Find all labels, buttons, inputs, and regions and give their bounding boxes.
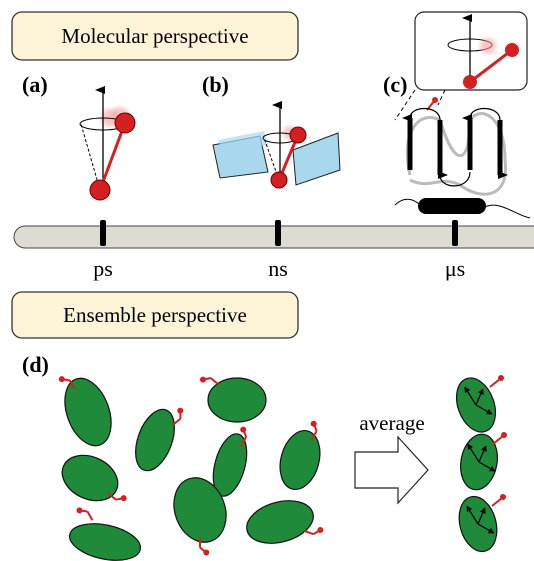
cell-body: [128, 404, 182, 476]
figure: Molecular perspective (a) (b) (c): [0, 0, 534, 561]
panel-label: (b): [202, 72, 229, 97]
timescale-label: ns: [268, 256, 288, 281]
ensemble-cells: [55, 372, 507, 561]
probe-atom: [501, 432, 507, 438]
protein-cell: [55, 447, 127, 510]
averaged-cell: [456, 431, 507, 492]
timeline-tick: [452, 220, 458, 246]
cell-body: [274, 426, 326, 494]
panel-label: (d): [22, 352, 49, 377]
probe-atom: [500, 494, 506, 500]
probe-stick: [87, 512, 92, 521]
cell-body: [66, 518, 143, 561]
panel-c-drawing: [395, 12, 530, 218]
panel-label: (a): [22, 72, 48, 97]
section-title: Molecular perspective: [61, 24, 248, 48]
panel-a-drawing: [80, 90, 135, 200]
probe-stick: [304, 531, 313, 534]
cell-body: [208, 378, 266, 422]
probe-atom: [317, 527, 323, 533]
cell-body: [242, 494, 318, 550]
probe-stick: [490, 379, 500, 387]
probe-atom: [177, 408, 183, 414]
protein-cell: [66, 507, 143, 561]
timescale-label: ps: [93, 256, 113, 281]
cell-body: [56, 372, 119, 452]
arrow-label: average: [359, 411, 424, 435]
section-title: Ensemble perspective: [63, 303, 247, 327]
timescale-label: μs: [445, 256, 465, 281]
protein-cell: [56, 372, 119, 452]
probe-stick: [493, 436, 503, 444]
protein-cell: [242, 494, 323, 550]
probe-atom: [76, 507, 82, 513]
probe-atom: [498, 375, 504, 381]
probe-atom: [59, 376, 65, 382]
protein-cell: [128, 404, 183, 476]
panel-b-drawing: [213, 105, 340, 188]
timeline-tick: [275, 220, 281, 246]
probe-atom: [240, 427, 246, 433]
probe-atom: [311, 421, 317, 427]
probe-atom: [203, 550, 209, 556]
protein-cell: [274, 421, 326, 494]
average-arrow: [355, 437, 428, 503]
averaged-cell: [450, 373, 504, 438]
probe-atom: [200, 377, 206, 383]
probe-stick: [492, 498, 502, 506]
probe-atom: [121, 495, 127, 501]
timeline-tick: [100, 220, 106, 246]
averaged-cell: [453, 492, 506, 555]
panel-label: (c): [383, 72, 407, 97]
probe-stick: [211, 378, 219, 384]
protein-cell: [200, 377, 266, 422]
